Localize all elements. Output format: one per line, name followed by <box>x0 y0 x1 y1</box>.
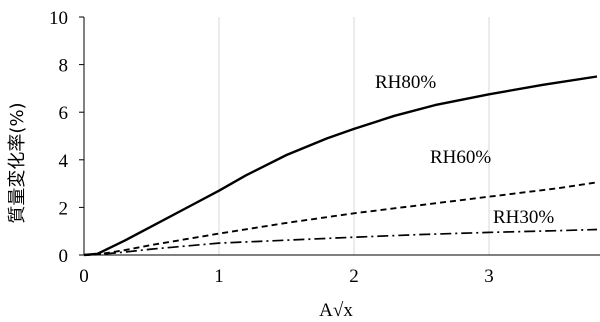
y-tick-label: 6 <box>59 103 69 124</box>
tick-labels: 0 2 4 6 8 10 0 1 2 3 <box>49 8 494 287</box>
y-tick-label: 0 <box>59 246 69 267</box>
series-line-rh80 <box>83 75 598 257</box>
x-tick-label: 1 <box>214 266 224 287</box>
series-label-rh60: RH60% <box>430 147 491 168</box>
x-axis-label: A√x <box>319 300 353 321</box>
series-label-rh80: RH80% <box>375 72 436 93</box>
y-axis-label: 質量変化率(%) <box>7 102 28 223</box>
series-lines <box>83 75 598 257</box>
y-tick-label: 10 <box>49 8 68 29</box>
grid-lines <box>218 17 490 255</box>
series-line-rh30 <box>83 228 598 256</box>
y-tick-label: 4 <box>59 151 69 172</box>
x-tick-label: 2 <box>349 266 359 287</box>
series-line-rh60 <box>83 181 598 256</box>
y-tick-label: 2 <box>59 198 69 219</box>
axes <box>79 16 600 256</box>
series-label-rh30: RH30% <box>493 207 554 228</box>
x-tick-label: 3 <box>484 266 494 287</box>
y-tick-label: 8 <box>59 56 69 77</box>
x-tick-label: 0 <box>79 266 89 287</box>
